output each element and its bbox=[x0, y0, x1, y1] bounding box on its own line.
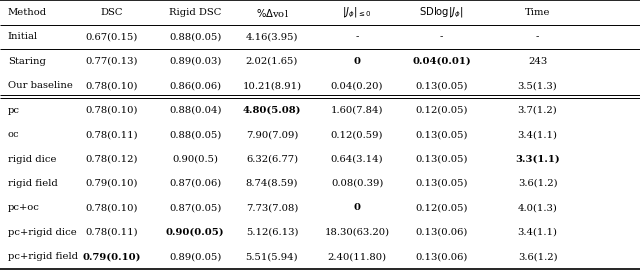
Text: 0.89(0.03): 0.89(0.03) bbox=[169, 57, 221, 66]
Text: 0.77(0.13): 0.77(0.13) bbox=[86, 57, 138, 66]
Text: 243: 243 bbox=[528, 57, 547, 66]
Text: Method: Method bbox=[8, 8, 47, 17]
Text: 18.30(63.20): 18.30(63.20) bbox=[324, 228, 390, 237]
Text: 10.21(8.91): 10.21(8.91) bbox=[243, 81, 301, 90]
Text: 0.89(0.05): 0.89(0.05) bbox=[169, 252, 221, 261]
Text: 0.04(0.01): 0.04(0.01) bbox=[412, 57, 471, 66]
Text: 1.60(7.84): 1.60(7.84) bbox=[331, 106, 383, 115]
Text: 0.90(0.5): 0.90(0.5) bbox=[172, 155, 218, 163]
Text: 3.6(1.2): 3.6(1.2) bbox=[518, 252, 557, 261]
Text: 0: 0 bbox=[354, 203, 360, 212]
Text: 3.4(1.1): 3.4(1.1) bbox=[518, 130, 557, 139]
Text: 0.78(0.12): 0.78(0.12) bbox=[86, 155, 138, 163]
Text: 0.86(0.06): 0.86(0.06) bbox=[169, 81, 221, 90]
Text: Time: Time bbox=[525, 8, 550, 17]
Text: 0.13(0.05): 0.13(0.05) bbox=[415, 130, 468, 139]
Text: 4.80(5.08): 4.80(5.08) bbox=[243, 106, 301, 115]
Text: rigid dice: rigid dice bbox=[8, 155, 56, 163]
Text: 0.78(0.11): 0.78(0.11) bbox=[86, 228, 138, 237]
Text: 0.79(0.10): 0.79(0.10) bbox=[83, 252, 141, 261]
Text: pc+rigid field: pc+rigid field bbox=[8, 252, 77, 261]
Text: 0.88(0.05): 0.88(0.05) bbox=[169, 32, 221, 42]
Text: 3.6(1.2): 3.6(1.2) bbox=[518, 179, 557, 188]
Text: pc+rigid dice: pc+rigid dice bbox=[8, 228, 76, 237]
Text: 0.64(3.14): 0.64(3.14) bbox=[331, 155, 383, 163]
Text: 7.73(7.08): 7.73(7.08) bbox=[246, 203, 298, 212]
Text: 0.08(0.39): 0.08(0.39) bbox=[331, 179, 383, 188]
Text: 0.13(0.06): 0.13(0.06) bbox=[415, 228, 468, 237]
Text: 0.12(0.05): 0.12(0.05) bbox=[415, 203, 468, 212]
Text: -: - bbox=[440, 32, 444, 42]
Text: 0.13(0.05): 0.13(0.05) bbox=[415, 179, 468, 188]
Text: 3.7(1.2): 3.7(1.2) bbox=[518, 106, 557, 115]
Text: Initial: Initial bbox=[8, 32, 38, 42]
Text: 0.78(0.10): 0.78(0.10) bbox=[86, 106, 138, 115]
Text: 0.13(0.06): 0.13(0.06) bbox=[415, 252, 468, 261]
Text: 0.12(0.05): 0.12(0.05) bbox=[415, 106, 468, 115]
Text: $\mathrm{SD}\log|J_{\phi}|$: $\mathrm{SD}\log|J_{\phi}|$ bbox=[419, 5, 464, 20]
Text: 0: 0 bbox=[354, 57, 360, 66]
Text: Our baseline: Our baseline bbox=[8, 81, 72, 90]
Text: 0.04(0.20): 0.04(0.20) bbox=[331, 81, 383, 90]
Text: 7.90(7.09): 7.90(7.09) bbox=[246, 130, 298, 139]
Text: 2.40(11.80): 2.40(11.80) bbox=[328, 252, 387, 261]
Text: $|J_{\phi}|_{\leq 0}$: $|J_{\phi}|_{\leq 0}$ bbox=[342, 5, 372, 20]
Text: 3.5(1.3): 3.5(1.3) bbox=[518, 81, 557, 90]
Text: 5.12(6.13): 5.12(6.13) bbox=[246, 228, 298, 237]
Text: 6.32(6.77): 6.32(6.77) bbox=[246, 155, 298, 163]
Text: pc: pc bbox=[8, 106, 20, 115]
Text: 0.90(0.05): 0.90(0.05) bbox=[166, 228, 225, 237]
Text: 0.78(0.10): 0.78(0.10) bbox=[86, 203, 138, 212]
Text: 0.88(0.04): 0.88(0.04) bbox=[169, 106, 221, 115]
Text: 5.51(5.94): 5.51(5.94) bbox=[246, 252, 298, 261]
Text: 4.16(3.95): 4.16(3.95) bbox=[246, 32, 298, 42]
Text: 8.74(8.59): 8.74(8.59) bbox=[246, 179, 298, 188]
Text: -: - bbox=[536, 32, 540, 42]
Text: oc: oc bbox=[8, 130, 19, 139]
Text: 0.13(0.05): 0.13(0.05) bbox=[415, 155, 468, 163]
Text: 0.12(0.59): 0.12(0.59) bbox=[331, 130, 383, 139]
Text: pc+oc: pc+oc bbox=[8, 203, 40, 212]
Text: rigid field: rigid field bbox=[8, 179, 58, 188]
Text: 4.0(1.3): 4.0(1.3) bbox=[518, 203, 557, 212]
Text: 0.13(0.05): 0.13(0.05) bbox=[415, 81, 468, 90]
Text: 0.78(0.10): 0.78(0.10) bbox=[86, 81, 138, 90]
Text: DSC: DSC bbox=[100, 8, 124, 17]
Text: 0.87(0.06): 0.87(0.06) bbox=[169, 179, 221, 188]
Text: 0.88(0.05): 0.88(0.05) bbox=[169, 130, 221, 139]
Text: Rigid DSC: Rigid DSC bbox=[169, 8, 221, 17]
Text: Staring: Staring bbox=[8, 57, 45, 66]
Text: 0.79(0.10): 0.79(0.10) bbox=[86, 179, 138, 188]
Text: 0.87(0.05): 0.87(0.05) bbox=[169, 203, 221, 212]
Text: 0.78(0.11): 0.78(0.11) bbox=[86, 130, 138, 139]
Text: 3.4(1.1): 3.4(1.1) bbox=[518, 228, 557, 237]
Text: 0.67(0.15): 0.67(0.15) bbox=[86, 32, 138, 42]
Text: $\%\Delta$vol: $\%\Delta$vol bbox=[255, 6, 289, 19]
Text: 2.02(1.65): 2.02(1.65) bbox=[246, 57, 298, 66]
Text: -: - bbox=[355, 32, 359, 42]
Text: 3.3(1.1): 3.3(1.1) bbox=[515, 155, 560, 163]
